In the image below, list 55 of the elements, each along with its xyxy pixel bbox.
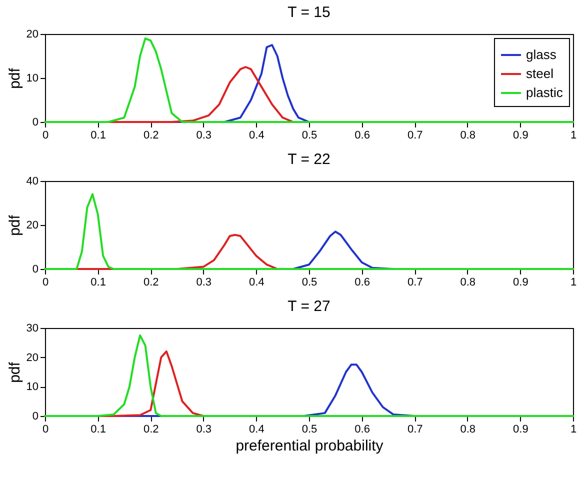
- x-tick-label: 0.1: [90, 130, 106, 142]
- x-tick-label: 1: [570, 424, 577, 436]
- x-tick-label: 0.3: [196, 424, 212, 436]
- x-tick-label: 0.8: [460, 424, 476, 436]
- x-tick-label: 0.3: [196, 276, 212, 288]
- x-tick-label: 0.6: [354, 424, 370, 436]
- x-tick-label: 0: [42, 130, 49, 142]
- y-tick-label: 0: [32, 116, 38, 128]
- y-tick-label: 20: [26, 352, 38, 364]
- line-series: [44, 193, 574, 270]
- x-tick-label: 1: [570, 276, 577, 288]
- chart-title: T = 15: [288, 4, 330, 21]
- line-series: [44, 334, 574, 417]
- y-tick-label: 0: [32, 264, 38, 276]
- y-tick-label: 10: [26, 381, 38, 394]
- x-tick-label: 0.7: [407, 130, 423, 142]
- x-tick-label: 0.8: [460, 276, 476, 288]
- legend-label: plastic: [526, 85, 564, 100]
- x-tick-label: 0.5: [302, 424, 318, 436]
- x-tick-label: 0.6: [354, 276, 370, 288]
- x-tick-label: 0.1: [90, 276, 106, 288]
- x-tick-label: 0.9: [513, 424, 528, 436]
- x-tick-label: 0.9: [513, 130, 528, 142]
- x-tick-label: 0.9: [513, 276, 528, 288]
- y-tick-label: 30: [26, 322, 38, 334]
- y-tick-label: 20: [26, 220, 38, 232]
- x-tick-label: 0: [42, 276, 49, 288]
- legend-label: glass: [526, 47, 557, 62]
- chart-title: T = 22: [288, 151, 330, 168]
- chart-title: T = 27: [288, 298, 330, 315]
- x-tick-label: 0.8: [460, 130, 476, 142]
- x-tick-label: 0.2: [143, 424, 159, 436]
- x-tick-label: 0.4: [249, 130, 264, 142]
- y-axis-title: pdf: [6, 361, 24, 383]
- x-tick-label: 0.4: [249, 276, 264, 288]
- y-tick-label: 0: [32, 410, 38, 422]
- y-tick-label: 20: [26, 28, 38, 40]
- x-tick-label: 0.7: [407, 276, 423, 288]
- y-axis-title: pdf: [6, 214, 24, 236]
- x-tick-label: 0.1: [90, 424, 106, 436]
- x-tick-label: 0.2: [143, 276, 159, 288]
- x-tick-label: 0.7: [407, 424, 423, 436]
- legend-label: steel: [526, 66, 554, 81]
- x-tick-label: 0: [42, 424, 49, 436]
- x-tick-label: 0.3: [196, 130, 212, 142]
- x-tick-label: 0.5: [302, 276, 318, 288]
- x-tick-label: 0.5: [302, 130, 318, 142]
- x-tick-label: 0.2: [143, 130, 159, 142]
- x-tick-label: 1: [570, 130, 577, 142]
- y-axis-title: pdf: [6, 67, 24, 89]
- y-tick-label: 10: [26, 72, 38, 84]
- x-tick-label: 0.4: [249, 424, 264, 436]
- x-axis-title: preferential probability: [236, 438, 384, 454]
- x-tick-label: 0.6: [354, 130, 370, 142]
- y-tick-label: 40: [26, 176, 38, 188]
